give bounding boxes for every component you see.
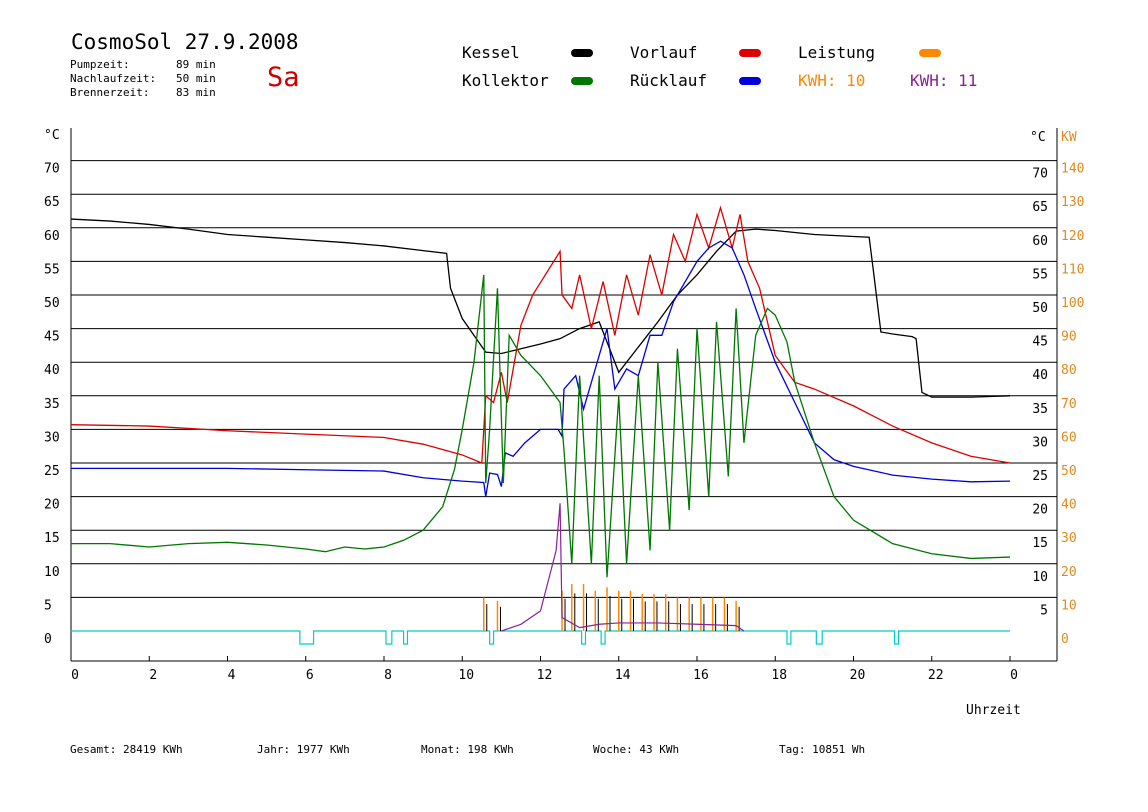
x-axis-label: Uhrzeit [966, 703, 1021, 718]
kw-tick-label: 40 [1061, 498, 1077, 513]
kw-tick-label: 10 [1061, 598, 1077, 613]
x-tick-label: 20 [850, 668, 866, 683]
footer-total: Gesamt: 28419 KWh [70, 743, 183, 756]
y-tick-label-right: 50 [1032, 301, 1048, 316]
x-tick-label: 6 [306, 668, 314, 683]
series-line-ruecklauf [71, 240, 1011, 497]
legend-swatch-ruecklauf [739, 77, 761, 85]
y-tick-label-right: 65 [1032, 200, 1048, 215]
footer-year: Jahr: 1977 KWh [257, 743, 350, 756]
y-tick-label-left: 5 [44, 598, 52, 613]
legend-swatch-leistung [919, 49, 941, 57]
legend-label-vorlauf: Vorlauf [630, 43, 698, 62]
pump-time-label: Pumpzeit: [70, 58, 130, 71]
kw-tick-label: 30 [1061, 531, 1077, 546]
footer-month: Monat: 198 KWh [421, 743, 514, 756]
y-tick-label-right: 25 [1032, 469, 1048, 484]
kw-axis-unit: KW [1061, 130, 1077, 145]
y-tick-label-right: 10 [1032, 570, 1048, 585]
footer-week: Woche: 43 KWh [593, 743, 680, 756]
x-tick-label: 12 [537, 668, 553, 683]
y-tick-label-left: 35 [44, 397, 60, 412]
series-line-vorlauf [70, 205, 1011, 464]
y-tick-label-left: 25 [44, 464, 60, 479]
y-tick-label-right: 5 [1040, 603, 1048, 618]
footer-day: Tag: 10851 Wh [779, 743, 866, 756]
x-tick-label: 4 [228, 668, 236, 683]
legend-label-kollektor: Kollektor [462, 71, 549, 90]
y-tick-label-left: 65 [44, 195, 60, 210]
y-tick-label-right: 60 [1032, 234, 1048, 249]
y-tick-label-right: 45 [1032, 335, 1048, 350]
afterrun-time-label: Nachlaufzeit: [70, 72, 157, 85]
x-tick-label: 22 [928, 668, 944, 683]
kw-tick-label: 70 [1061, 397, 1077, 412]
y-tick-label-left: 45 [44, 330, 60, 345]
weekday-label: Sa [267, 62, 300, 93]
y-tick-label-right: 70 [1032, 167, 1048, 182]
x-tick-label: 18 [771, 668, 787, 683]
legend-swatch-kollektor [571, 77, 593, 85]
y-tick-label-left: 20 [44, 498, 60, 513]
kw-tick-label: 90 [1061, 330, 1077, 345]
kw-tick-label: 130 [1061, 195, 1084, 210]
kw-tick-label: 80 [1061, 363, 1077, 378]
burner-time-value: 83 min [176, 86, 216, 99]
y-tick-label-right: 20 [1032, 503, 1048, 518]
chart-title: CosmoSol 27.9.2008 [71, 30, 299, 54]
series-line-kwh11 [501, 503, 745, 632]
x-tick-label: 0 [71, 668, 79, 683]
x-tick-label: 8 [384, 668, 392, 683]
pump-baseline [71, 630, 1010, 645]
x-tick-label: 14 [615, 668, 631, 683]
y-tick-label-right: 30 [1032, 435, 1048, 450]
y-tick-label-left: 70 [44, 162, 60, 177]
kw-tick-label: 0 [1061, 632, 1069, 647]
kw-tick-label: 110 [1061, 262, 1084, 277]
legend-label-kwh10: KWH: 10 [798, 71, 866, 90]
y-tick-label-left: 30 [44, 430, 60, 445]
series-line-kollektor [71, 274, 1011, 578]
y-tick-label-left: 0 [44, 632, 52, 647]
y-tick-label-left: 55 [44, 262, 60, 277]
y-tick-label-left: 10 [44, 565, 60, 580]
pump-time-value: 89 min [176, 58, 216, 71]
legend-label-kwh11: KWH: 11 [910, 71, 978, 90]
legend-swatch-vorlauf [739, 49, 761, 57]
x-tick-label: 16 [693, 668, 709, 683]
y-tick-label-left: 50 [44, 296, 60, 311]
series-line-kessel [70, 218, 1011, 398]
legend-label-leistung: Leistung [798, 43, 876, 62]
kw-tick-label: 60 [1061, 430, 1077, 445]
y-axis-unit-left: °C [44, 128, 60, 143]
y-tick-label-right: 55 [1032, 267, 1048, 282]
kw-tick-label: 120 [1061, 229, 1084, 244]
burner-time-label: Brennerzeit: [70, 86, 150, 99]
y-tick-label-left: 60 [44, 229, 60, 244]
x-tick-label: 0 [1010, 668, 1018, 683]
legend-label-ruecklauf: Rücklauf [630, 71, 708, 90]
legend-swatch-kessel [571, 49, 593, 57]
y-tick-label-left: 40 [44, 363, 60, 378]
x-tick-label: 10 [458, 668, 474, 683]
y-tick-label-right: 15 [1032, 536, 1048, 551]
afterrun-time-value: 50 min [176, 72, 216, 85]
y-tick-label-left: 15 [44, 531, 60, 546]
y-tick-label-right: 40 [1032, 368, 1048, 383]
y-axis-unit-right: °C [1030, 130, 1046, 145]
kw-tick-label: 100 [1061, 296, 1084, 311]
kw-tick-label: 50 [1061, 464, 1077, 479]
x-tick-label: 2 [149, 668, 157, 683]
legend-label-kessel: Kessel [462, 43, 520, 62]
kw-tick-label: 20 [1061, 565, 1077, 580]
kw-tick-label: 140 [1061, 162, 1084, 177]
y-tick-label-right: 35 [1032, 402, 1048, 417]
